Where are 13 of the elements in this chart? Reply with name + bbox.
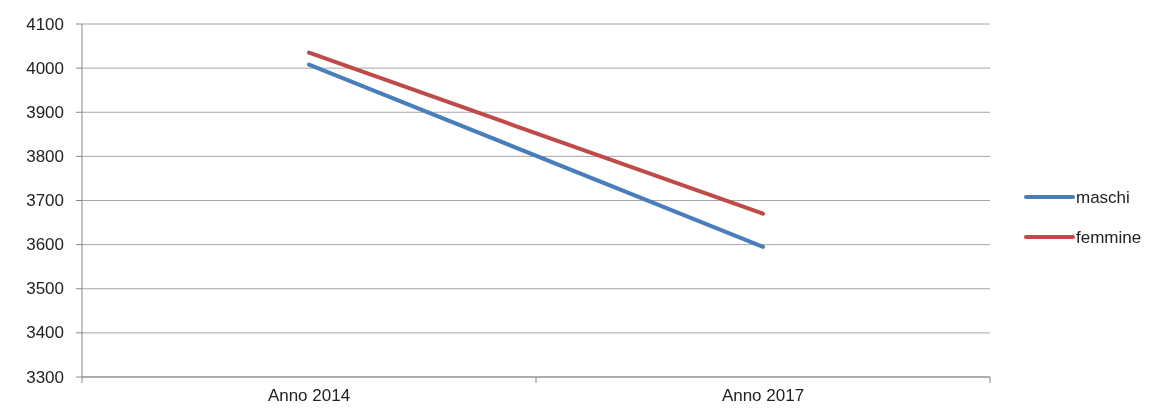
y-tick-label: 3500	[26, 279, 64, 299]
y-tick-label: 3300	[26, 367, 64, 387]
y-tick-label: 3700	[26, 191, 64, 210]
y-tick-label: 3800	[26, 146, 64, 166]
y-tick-label: 3600	[26, 235, 64, 255]
legend-label: femmine	[1076, 227, 1142, 247]
y-tick-label: 4100	[26, 14, 64, 34]
y-tick-label: 3400	[26, 323, 64, 343]
y-tick-label: 4000	[26, 58, 64, 78]
legend-label: maschi	[1076, 187, 1130, 207]
x-tick-label: Anno 2017	[721, 386, 805, 405]
y-tick-label: 3900	[26, 102, 64, 122]
x-tick-label: Anno 2014	[267, 386, 351, 405]
